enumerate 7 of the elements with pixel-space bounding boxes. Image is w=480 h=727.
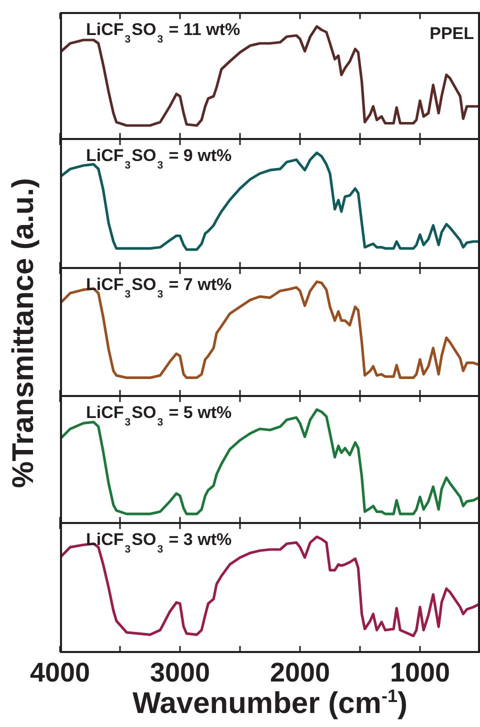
annotation: PPEL: [430, 24, 474, 43]
x-axis-title: Wavenumber (cm$^{-1}$): [132, 686, 408, 721]
y-axis-title: %Transmittance (a.u.): [7, 177, 42, 488]
x-tick-label: 3000: [150, 658, 210, 688]
x-tick-label: 4000: [30, 658, 90, 688]
x-tick-label: 2000: [270, 658, 330, 688]
x-tick-label: 1000: [390, 658, 450, 688]
